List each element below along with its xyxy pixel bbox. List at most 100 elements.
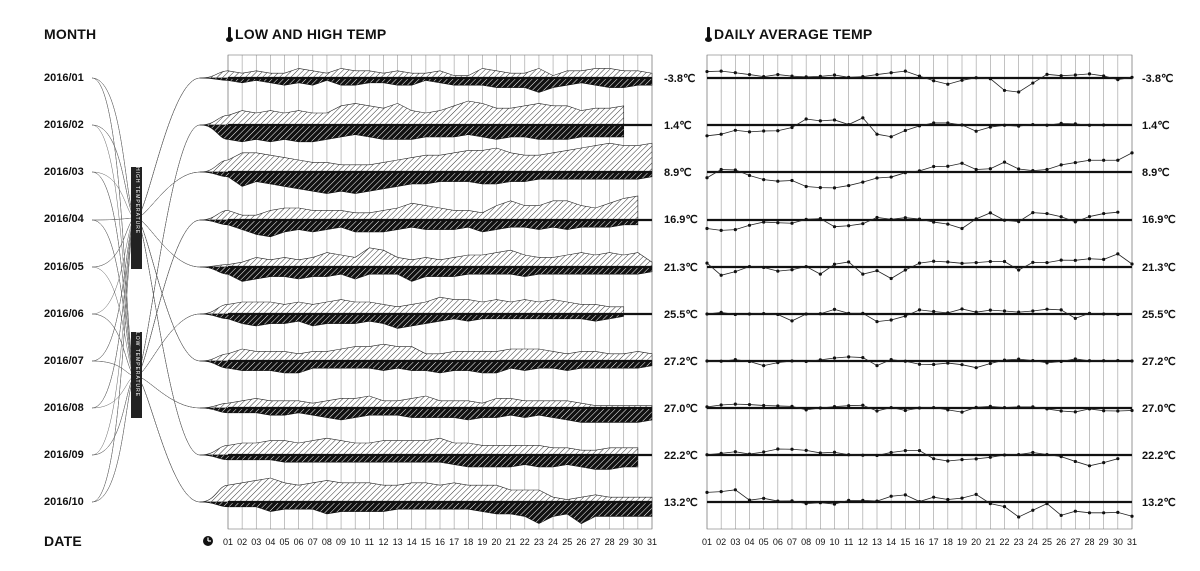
x-tick-label: 25 [1042, 537, 1052, 547]
x-tick-label: 24 [1028, 537, 1038, 547]
data-point [1017, 405, 1021, 409]
data-point [818, 451, 822, 455]
data-point [974, 217, 978, 221]
month-label: 2016/05 [44, 261, 84, 273]
data-point [946, 497, 950, 502]
connector-curve [91, 217, 201, 503]
data-point [988, 77, 992, 81]
data-point [832, 186, 837, 190]
data-point [960, 363, 964, 367]
connector-curve [91, 77, 201, 362]
daily-average-line [706, 448, 1118, 467]
x-tick-label: 21 [506, 537, 516, 547]
data-point [1073, 73, 1077, 77]
data-point [776, 269, 780, 273]
data-point [1002, 309, 1007, 313]
data-point [1087, 359, 1092, 363]
data-point [1102, 158, 1106, 162]
x-tick-label: 10 [829, 537, 839, 547]
data-point [861, 453, 865, 457]
x-tick-label: 21 [985, 537, 995, 547]
data-point [733, 128, 737, 132]
data-point [946, 260, 950, 264]
data-point [875, 132, 879, 136]
data-point [818, 358, 822, 362]
data-point [960, 123, 964, 127]
x-tick-label: 04 [744, 537, 754, 547]
data-point [1059, 163, 1063, 167]
data-point [946, 408, 950, 412]
data-point [1087, 123, 1092, 127]
data-point [1045, 123, 1049, 127]
plot-frame [227, 54, 653, 530]
data-point [1130, 262, 1134, 266]
avg-label-right: 21.3℃ [1142, 262, 1176, 274]
data-point [861, 498, 865, 502]
x-tick-label: 11 [844, 537, 853, 547]
data-point [832, 405, 837, 409]
data-point [903, 359, 907, 363]
avg-label-right: 16.9℃ [1142, 214, 1176, 226]
data-point [1116, 158, 1120, 162]
data-point [1059, 308, 1063, 312]
data-point [988, 404, 992, 408]
data-point [861, 75, 865, 79]
data-point [719, 490, 723, 494]
x-tick-label: 09 [815, 537, 825, 547]
low-temp-area [199, 171, 653, 194]
data-point [1102, 257, 1106, 262]
data-point [988, 308, 992, 312]
x-tick-label: 01 [223, 537, 233, 547]
data-point [917, 169, 922, 173]
avg-label-right: -3.8℃ [1142, 73, 1174, 85]
x-tick-label: 06 [294, 537, 304, 547]
data-point [988, 455, 992, 459]
data-point [861, 116, 865, 120]
low-temperature-box: LOW TEMPERATURE [131, 332, 142, 418]
data-point [932, 164, 936, 169]
data-point [1002, 405, 1007, 410]
data-point [776, 221, 780, 225]
data-point [1045, 211, 1049, 216]
data-point [861, 311, 865, 315]
data-point [1102, 511, 1106, 515]
connector-lines [91, 77, 201, 503]
month-label: 2016/09 [44, 449, 84, 461]
data-point [1130, 408, 1134, 413]
low-temp-area [199, 407, 653, 423]
high-temp-area [199, 68, 653, 79]
data-point [1002, 453, 1007, 457]
data-point [762, 496, 766, 500]
data-point [974, 129, 978, 133]
thermometer-icon [226, 27, 233, 42]
data-point [719, 451, 723, 455]
data-point [847, 404, 851, 408]
data-point [1059, 121, 1063, 125]
data-point [847, 355, 851, 359]
data-point [946, 164, 950, 168]
x-tick-label: 27 [590, 537, 600, 547]
data-point [889, 135, 893, 139]
avg-label-right: 8.9℃ [1142, 167, 1170, 179]
data-point [960, 496, 964, 500]
data-point [804, 264, 808, 269]
daily-average-line [706, 211, 1118, 231]
connector-curve [91, 171, 201, 409]
low-high-title: LOW AND HIGH TEMP [226, 26, 386, 42]
x-tick-label: 26 [576, 537, 586, 547]
low-temp-area [199, 313, 625, 329]
data-point [889, 318, 893, 322]
data-point [1087, 311, 1092, 315]
data-point [832, 225, 837, 229]
avg-label-right: 13.2℃ [1142, 497, 1176, 509]
data-point [790, 359, 794, 363]
x-tick-label: 29 [619, 537, 629, 547]
month-label: 2016/07 [44, 355, 84, 367]
month-label: 2016/06 [44, 308, 84, 320]
x-tick-label: 08 [322, 537, 332, 547]
connector-curve [91, 77, 201, 503]
data-point [1073, 410, 1077, 414]
data-point [889, 71, 893, 75]
x-tick-label: 05 [759, 537, 769, 547]
data-point [932, 121, 936, 125]
